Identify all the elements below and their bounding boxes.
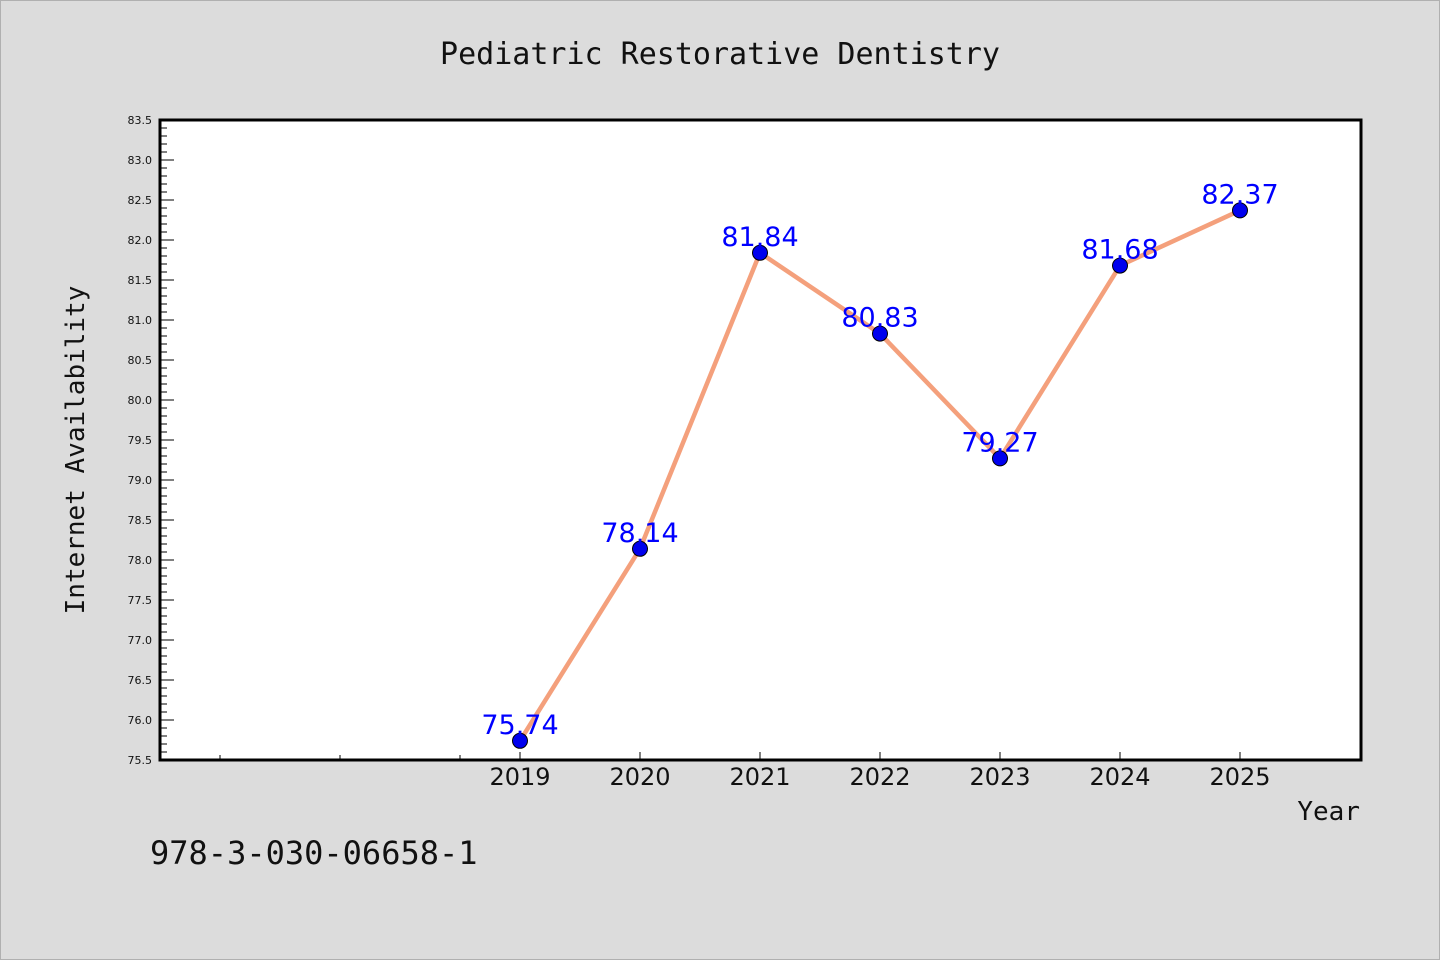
- y-tick-label: 79.0: [128, 474, 153, 487]
- series-markers: [512, 202, 1248, 749]
- data-point: [872, 325, 888, 342]
- x-tick-label: 2025: [1209, 763, 1270, 791]
- x-tick-label: 2019: [489, 763, 550, 791]
- y-tick-label: 81.0: [128, 314, 153, 327]
- x-axis-ticks: 2019 2020 2021 2022 2023 2024 2025: [219, 752, 1271, 791]
- y-tick-label: 75.5: [128, 754, 153, 767]
- y-tick-label: 83.0: [128, 154, 153, 167]
- y-tick-label: 78.0: [128, 554, 153, 567]
- data-point: [512, 732, 528, 749]
- data-point: [992, 450, 1008, 467]
- data-label: 81.84: [721, 222, 798, 253]
- y-axis-label: Internet Availability: [61, 286, 91, 615]
- x-tick-label: 2021: [729, 763, 790, 791]
- isbn-annotation: 978-3-030-06658-1: [150, 834, 478, 872]
- x-axis-label: Year: [1297, 797, 1360, 827]
- y-tick-label: 79.5: [128, 434, 153, 447]
- data-label: 81.68: [1081, 235, 1158, 266]
- y-axis-ticks: 75.5 76.0 76.5 77.0 77.5 78.0 78.5 79.0 79.5 80.0…: [128, 114, 174, 767]
- data-label: 82.37: [1201, 179, 1278, 210]
- y-tick-label: 81.5: [128, 274, 153, 287]
- y-tick-label: 76.0: [128, 714, 153, 727]
- data-point: [1112, 257, 1128, 274]
- plot-area: [158, 118, 1363, 762]
- chart-title: Pediatric Restorative Dentistry: [440, 37, 1000, 72]
- y-tick-label: 77.0: [128, 634, 153, 647]
- y-tick-label: 78.5: [128, 514, 153, 527]
- data-point: [752, 244, 768, 261]
- x-tick-label: 2020: [609, 763, 670, 791]
- y-tick-label: 83.5: [128, 114, 153, 127]
- y-tick-label: 82.0: [128, 234, 153, 247]
- data-point: [1232, 202, 1248, 219]
- y-tick-label: 80.5: [128, 354, 153, 367]
- data-point: [632, 540, 648, 557]
- data-label: 79.27: [961, 427, 1038, 458]
- y-tick-label: 77.5: [128, 594, 153, 607]
- data-label: 78.14: [601, 518, 678, 549]
- y-minor-ticks: [160, 127, 167, 753]
- x-tick-label: 2024: [1089, 763, 1150, 791]
- y-tick-label: 80.0: [128, 394, 153, 407]
- x-tick-label: 2023: [969, 763, 1030, 791]
- data-labels: 75.74 78.14 81.84 80.83 79.27 81.68 82.37: [481, 179, 1278, 740]
- x-tick-label: 2022: [849, 763, 910, 791]
- data-label: 80.83: [841, 303, 918, 334]
- y-tick-label: 76.5: [128, 674, 153, 687]
- y-tick-label: 82.5: [128, 194, 153, 207]
- data-label: 75.74: [481, 710, 558, 741]
